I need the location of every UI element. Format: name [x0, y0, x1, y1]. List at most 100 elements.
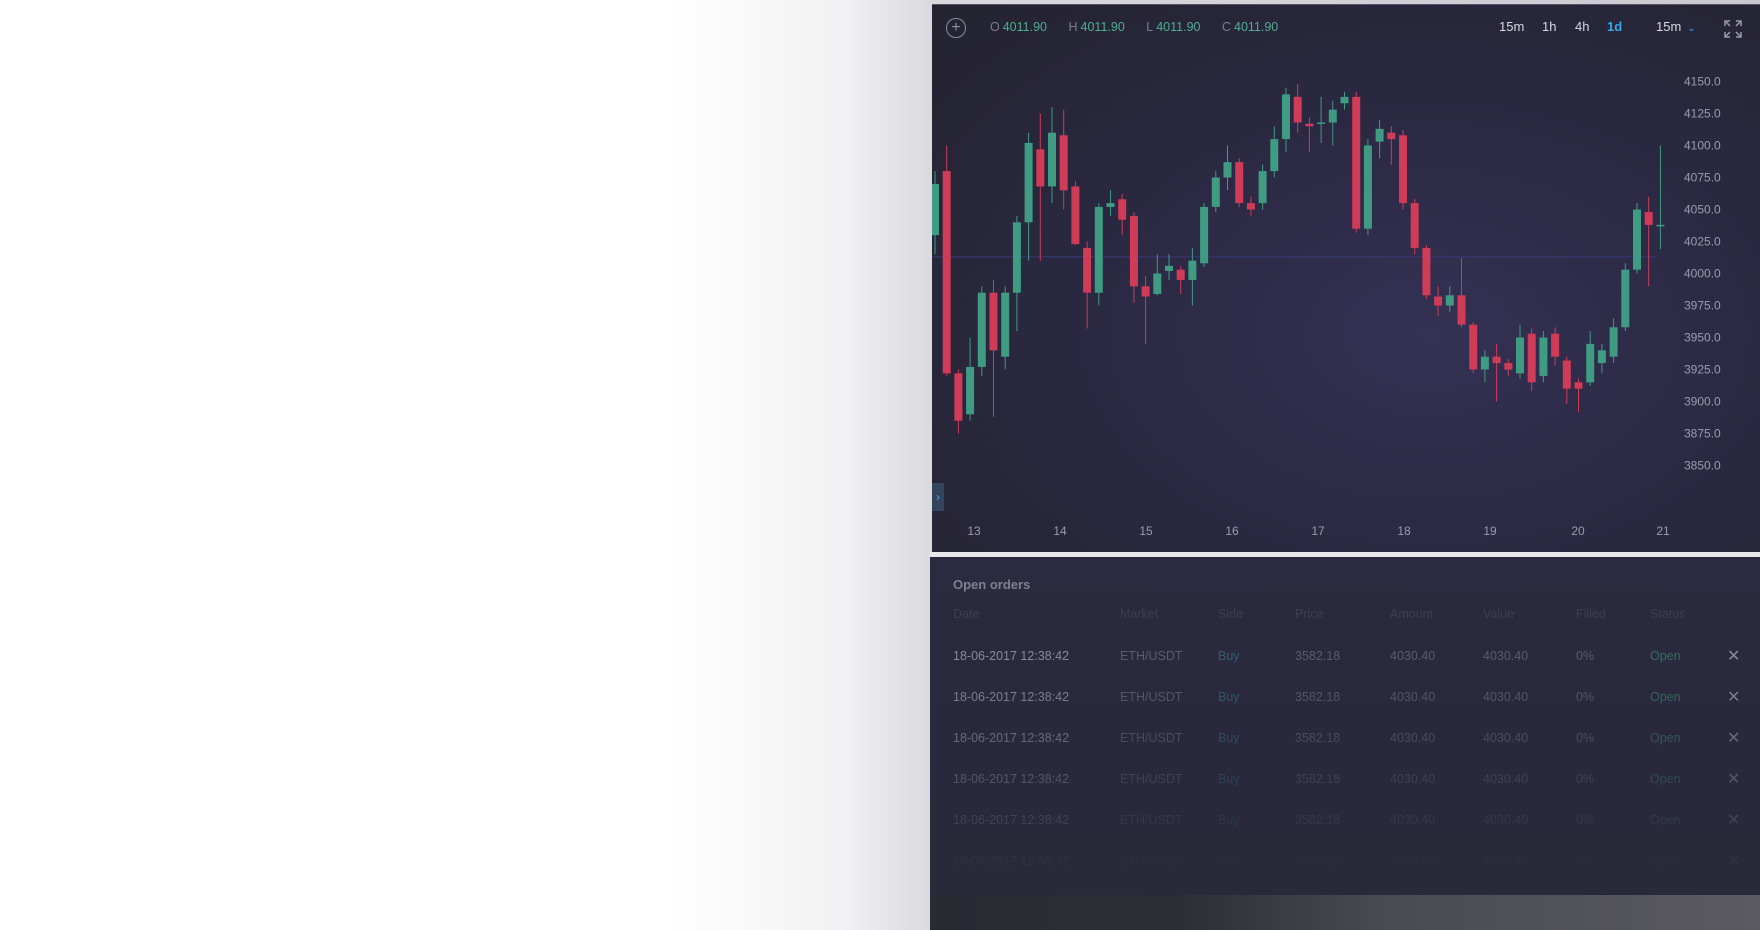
x-axis-tick-label: 14 [1053, 524, 1067, 538]
candle-up [932, 183, 939, 236]
table-row[interactable]: 18-06-2017 12:38:42 ETH/USDT Buy 3582.18 403… [930, 689, 1760, 710]
cancel-order-icon[interactable]: ✕ [1727, 812, 1741, 829]
candle-up [1200, 206, 1209, 264]
order-filled: 0% [1576, 690, 1595, 704]
table-row[interactable]: 18-06-2017 12:38:42 ETH/USDT Buy 3582.18 403… [930, 771, 1760, 792]
cancel-order-icon[interactable]: ✕ [1727, 853, 1741, 870]
candle-down [1644, 212, 1653, 225]
order-status: Open [1650, 772, 1681, 786]
x-axis-tick-label: 21 [1656, 524, 1670, 538]
order-value: 4030.40 [1483, 649, 1529, 663]
candle-down [1504, 363, 1513, 370]
order-amount: 4030.40 [1390, 690, 1436, 704]
table-row[interactable]: 18-06-2017 12:38:42 ETH/USDT Buy 3582.18 403… [930, 812, 1760, 833]
timeframe-15m[interactable]: 15m [1499, 19, 1525, 34]
order-amount: 4030.40 [1390, 813, 1436, 827]
order-market: ETH/USDT [1120, 772, 1183, 786]
candle-down [1235, 162, 1244, 204]
x-axis-tick-label: 17 [1311, 524, 1325, 538]
candle-up [1340, 96, 1349, 104]
y-axis-tick-label: 4125.0 [1684, 107, 1721, 121]
order-date: 18-06-2017 12:38:42 [953, 690, 1070, 704]
candle-down [1059, 135, 1068, 191]
order-status: Open [1650, 649, 1681, 663]
y-axis-tick-label: 4025.0 [1684, 235, 1721, 249]
candle-down [1434, 296, 1443, 306]
candle-down [1305, 123, 1314, 127]
candle-up [1282, 94, 1290, 140]
candle-up [1445, 295, 1454, 306]
timeframe-1h[interactable]: 1h [1542, 19, 1557, 34]
header-amount: Amount [1390, 607, 1434, 621]
ohlc-low-value: 4011.90 [1156, 20, 1201, 34]
ohlc-high-label: H [1068, 20, 1078, 34]
table-row[interactable]: 18-06-2017 12:38:42 ETH/USDT Buy 3582.18 403… [930, 730, 1760, 751]
open-orders-panel: Open orders Date Market Side Price Amoun… [930, 557, 1760, 930]
order-price: 3582.18 [1295, 731, 1341, 745]
candle-up [1656, 224, 1665, 227]
candle-up [966, 366, 975, 415]
panel-divider[interactable] [930, 552, 1760, 557]
order-filled: 0% [1576, 649, 1595, 663]
order-amount: 4030.40 [1390, 731, 1436, 745]
ohlc-high-value: 4011.90 [1080, 20, 1125, 34]
order-market: ETH/USDT [1120, 690, 1183, 704]
ohlc-close-label: C [1221, 20, 1231, 34]
order-value: 4030.40 [1483, 731, 1529, 745]
order-price: 3582.18 [1295, 854, 1341, 868]
cancel-order-icon[interactable]: ✕ [1727, 771, 1741, 788]
candle-up [1317, 122, 1326, 124]
bottom-bar [930, 895, 1760, 930]
candle-down [1562, 360, 1571, 389]
candle-down [1036, 149, 1045, 187]
table-row[interactable]: 18-06-2017 12:38:42 ETH/USDT Buy 3582.18 403… [930, 853, 1760, 874]
order-status: Open [1650, 854, 1681, 868]
order-status: Open [1650, 813, 1681, 827]
ohlc-readout: O 4011.90 H 4011.90 L 4011.90 C 4011.90 [990, 20, 1296, 34]
candle-up [1480, 356, 1489, 370]
open-orders-title: Open orders [953, 577, 1031, 592]
candle-down [1469, 324, 1478, 370]
y-axis-tick-label: 4050.0 [1684, 203, 1721, 217]
plus-icon: + [951, 19, 961, 36]
header-status: Status [1650, 607, 1686, 621]
candle-up [1270, 139, 1279, 172]
order-amount: 4030.40 [1390, 649, 1436, 663]
cancel-order-icon[interactable]: ✕ [1727, 689, 1741, 706]
header-market: Market [1120, 607, 1159, 621]
candle-down [942, 171, 951, 374]
add-indicator-button[interactable]: + [946, 18, 966, 38]
y-axis-tick-label: 4000.0 [1684, 267, 1721, 281]
timeframe-4h[interactable]: 4h [1575, 19, 1590, 34]
candle-down [1293, 96, 1302, 123]
order-amount: 4030.40 [1390, 772, 1436, 786]
cancel-order-icon[interactable]: ✕ [1727, 730, 1741, 747]
side-panel-toggle[interactable]: › [932, 483, 944, 511]
chevron-down-icon: ⌄ [1687, 23, 1696, 34]
header-value: Value [1483, 607, 1515, 621]
candle-up [1223, 162, 1232, 178]
candle-up [1106, 203, 1115, 207]
y-axis-tick-label: 3925.0 [1684, 363, 1721, 377]
candle-down [1492, 356, 1501, 364]
x-axis-tick-label: 18 [1397, 524, 1411, 538]
order-market: ETH/USDT [1120, 813, 1183, 827]
order-market: ETH/USDT [1120, 649, 1183, 663]
candle-down [989, 292, 998, 351]
price-chart-panel: 4150.0 4125.0 4100.0 4075.0 4050.0 4025.0 4000… [932, 4, 1760, 553]
table-row[interactable]: 18-06-2017 12:38:42 ETH/USDT Buy 3582.18 403… [930, 648, 1760, 669]
y-axis-tick-label: 3875.0 [1684, 427, 1721, 441]
ohlc-low-label: L [1146, 20, 1154, 34]
candle-up [1094, 206, 1103, 293]
candlestick-chart[interactable]: 4150.0 4125.0 4100.0 4075.0 4050.0 4025.0 4000… [932, 5, 1760, 553]
candle-down [1457, 295, 1466, 325]
order-side: Buy [1218, 772, 1240, 786]
order-side: Buy [1218, 649, 1240, 663]
cancel-order-icon[interactable]: ✕ [1727, 648, 1741, 665]
header-price: Price [1295, 607, 1324, 621]
candle-up [1328, 109, 1337, 123]
fullscreen-icon[interactable] [1724, 20, 1742, 38]
timeframe-1d[interactable]: 1d [1607, 19, 1623, 34]
timeframe-dropdown[interactable]: 15m ⌄ [1656, 19, 1696, 34]
header-filled: Filled [1576, 607, 1606, 621]
